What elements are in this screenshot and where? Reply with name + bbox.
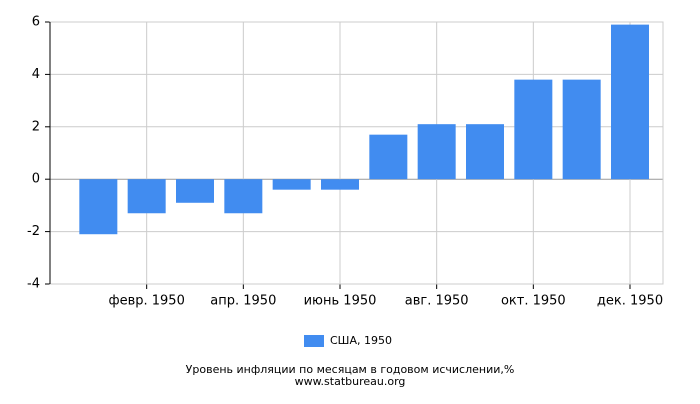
bar: [176, 179, 214, 203]
x-tick-label: окт. 1950: [501, 294, 566, 309]
source: www.statbureau.org: [295, 375, 406, 388]
x-tick-label: июнь 1950: [304, 294, 377, 309]
y-tick-label: -2: [27, 224, 40, 239]
y-tick-label: 6: [32, 15, 40, 30]
bar: [79, 179, 118, 235]
x-tick-label: апр. 1950: [210, 294, 276, 309]
y-tick-label: 0: [32, 172, 40, 187]
bar: [611, 24, 649, 180]
bar: [127, 179, 166, 214]
x-tick-label: дек. 1950: [597, 294, 663, 309]
bar: [514, 79, 553, 180]
y-tick-label: -4: [27, 277, 40, 292]
chart-title: Уровень инфляции по месяцам в годовом ис…: [186, 363, 515, 376]
y-tick-label: 4: [32, 67, 40, 82]
legend-label: США, 1950: [330, 334, 392, 347]
x-tick-label: авг. 1950: [405, 294, 469, 309]
bar: [562, 79, 601, 180]
y-tick-label: 2: [32, 119, 40, 134]
bar: [321, 179, 359, 190]
bar: [369, 134, 408, 180]
bar: [417, 124, 456, 180]
x-tick-label: февр. 1950: [108, 294, 184, 309]
bar: [224, 179, 263, 214]
bar: [466, 124, 504, 180]
legend-swatch: [304, 335, 324, 347]
bar: [272, 179, 311, 190]
